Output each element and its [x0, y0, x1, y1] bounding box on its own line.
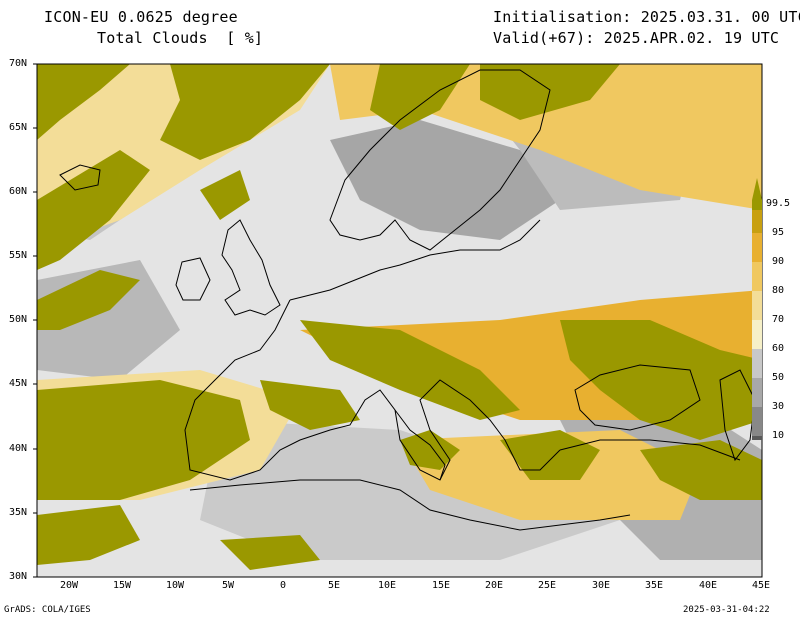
colorbar-label-99-5: 99.5: [766, 198, 791, 209]
lat-label-45n: 45N: [9, 378, 28, 389]
colorbar-label-50: 50: [772, 372, 785, 383]
lon-label-15e: 15E: [432, 580, 451, 591]
colorbar-label-60: 60: [772, 343, 785, 354]
init-time: Initialisation: 2025.03.31. 00 UTC: [493, 8, 800, 26]
lon-label-30e: 30E: [592, 580, 611, 591]
colorbar-label-80: 80: [772, 285, 785, 296]
colorbar-label-90: 90: [772, 256, 785, 267]
footer-timestamp: 2025-03-31-04:22: [683, 605, 770, 615]
lat-label-70n: 70N: [9, 58, 28, 69]
lon-label-0: 0: [280, 580, 287, 591]
lon-label-45e: 45E: [752, 580, 771, 591]
colorbar-label-95: 95: [772, 227, 785, 238]
lat-label-40n: 40N: [9, 443, 28, 454]
lon-label-5e: 5E: [328, 580, 341, 591]
coastlines: [59, 69, 756, 531]
lon-label-5w: 5W: [222, 580, 235, 591]
lon-label-10w: 10W: [166, 580, 185, 591]
colorbar-label-30: 30: [772, 401, 785, 412]
lat-label-55n: 55N: [9, 250, 28, 261]
lat-label-50n: 50N: [9, 314, 28, 325]
lon-label-25e: 25E: [538, 580, 557, 591]
axis-ticks: [33, 63, 37, 578]
lat-label-60n: 60N: [9, 186, 28, 197]
cloud-field: [37, 64, 762, 577]
lon-label-40e: 40E: [699, 580, 718, 591]
colorbar-top-triangle: [752, 178, 762, 200]
lon-label-10e: 10E: [378, 580, 397, 591]
colorbar-label-70: 70: [772, 314, 785, 325]
lat-label-30n: 30N: [9, 571, 28, 582]
field-title: Total Clouds [ %]: [97, 29, 264, 47]
lat-label-65n: 65N: [9, 122, 28, 133]
valid-time: Valid(+67): 2025.APR.02. 19 UTC: [493, 29, 780, 47]
lat-label-35n: 35N: [9, 507, 28, 518]
colorbar-label-10: 10: [772, 430, 785, 441]
colorbar: [752, 178, 762, 440]
footer-credit: GrADS: COLA/IGES: [4, 605, 91, 615]
lon-label-15w: 15W: [113, 580, 132, 591]
lon-label-20e: 20E: [485, 580, 504, 591]
model-title: ICON-EU 0.0625 degree: [44, 8, 238, 26]
lon-label-35e: 35E: [645, 580, 664, 591]
lon-label-20w: 20W: [60, 580, 79, 591]
